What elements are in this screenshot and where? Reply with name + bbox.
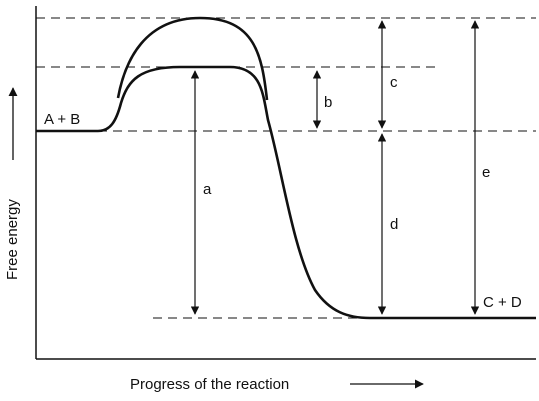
label-e: e [482,164,490,181]
reactants-label: A + B [44,111,80,128]
uncatalyzed-curve [116,16,269,101]
label-a: a [203,181,212,198]
catalyzed-curve [36,65,536,320]
y-axis-label: Free energy [4,199,21,280]
products-label: C + D [483,294,522,311]
label-c: c [390,74,398,91]
label-d: d [390,216,398,233]
label-b: b [324,94,332,111]
x-axis-label: Progress of the reaction [130,376,289,393]
